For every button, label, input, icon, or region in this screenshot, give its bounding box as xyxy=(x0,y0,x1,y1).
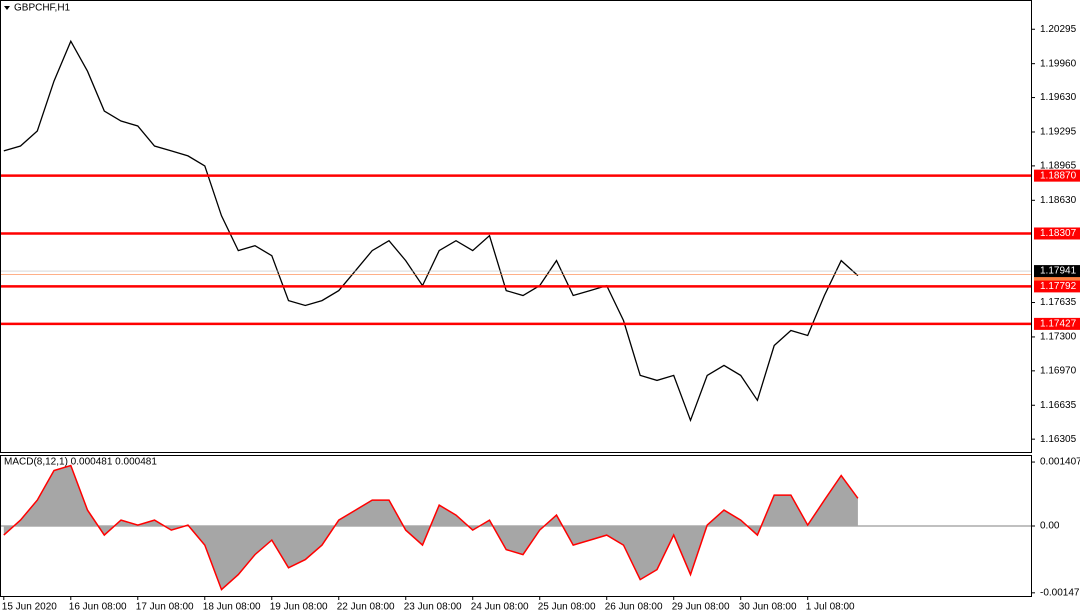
x-tick-label: 26 Jun 08:00 xyxy=(605,602,663,613)
chart-title: GBPCHF,H1 xyxy=(14,3,71,14)
x-tick-label: 23 Jun 08:00 xyxy=(404,602,462,613)
x-tick-label: 1 Jul 08:00 xyxy=(806,602,855,613)
y-tick-label: 1.17635 xyxy=(1040,297,1077,308)
macd-area xyxy=(3,465,858,590)
last-label: 1.17941 xyxy=(1040,266,1077,277)
y-tick-label: 1.19960 xyxy=(1040,58,1077,69)
last-label-box xyxy=(1034,265,1080,278)
y-tick-label: 1.20295 xyxy=(1040,24,1077,35)
level-label-box xyxy=(1034,317,1080,330)
x-tick-label: 15 Jun 2020 xyxy=(2,602,57,613)
menu-icon xyxy=(4,6,10,10)
x-tick-label: 17 Jun 08:00 xyxy=(136,602,194,613)
y-tick-label: 1.19630 xyxy=(1040,92,1077,103)
level-label-box xyxy=(1034,169,1080,182)
macd-title: MACD(8,12,1) 0.000481 0.000481 xyxy=(4,457,157,468)
y-tick-label: 1.16305 xyxy=(1040,434,1077,445)
x-tick-label: 22 Jun 08:00 xyxy=(337,602,395,613)
x-tick-label: 24 Jun 08:00 xyxy=(471,602,529,613)
y-tick-label: -0.00147 xyxy=(1040,587,1080,598)
x-tick-label: 29 Jun 08:00 xyxy=(672,602,730,613)
y-tick-label: 0.00 xyxy=(1040,521,1060,532)
level-label: 1.17427 xyxy=(1040,319,1077,330)
x-tick-label: 19 Jun 08:00 xyxy=(270,602,328,613)
level-label: 1.17792 xyxy=(1040,281,1077,292)
price-frame xyxy=(0,0,1032,453)
price-line xyxy=(3,39,859,423)
x-tick-label: 18 Jun 08:00 xyxy=(203,602,261,613)
x-tick-label: 16 Jun 08:00 xyxy=(69,602,127,613)
level-label: 1.18307 xyxy=(1040,228,1077,239)
y-tick-label: 1.18965 xyxy=(1040,161,1077,172)
y-tick-label: 1.16635 xyxy=(1040,400,1077,411)
y-tick-label: 1.16970 xyxy=(1040,365,1077,376)
y-tick-label: 0.001407 xyxy=(1040,457,1080,468)
macd-line xyxy=(3,464,859,591)
x-tick-label: 30 Jun 08:00 xyxy=(739,602,797,613)
y-tick-label: 1.18630 xyxy=(1040,195,1077,206)
level-label: 1.18870 xyxy=(1040,170,1077,181)
y-tick-label: 1.17300 xyxy=(1040,332,1077,343)
level-label-box xyxy=(1034,227,1080,240)
y-tick-label: 1.19295 xyxy=(1040,127,1077,138)
x-tick-label: 25 Jun 08:00 xyxy=(538,602,596,613)
level-label-box xyxy=(1034,280,1080,293)
